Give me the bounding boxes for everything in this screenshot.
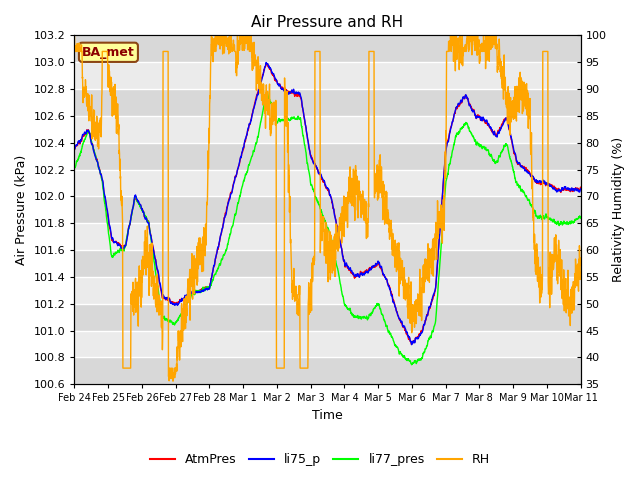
Bar	[74, 116, 580, 143]
Bar	[74, 143, 580, 169]
Bar	[74, 89, 580, 116]
Y-axis label: Air Pressure (kPa): Air Pressure (kPa)	[15, 155, 28, 265]
Bar	[74, 169, 580, 196]
Bar	[74, 277, 580, 304]
Bar	[74, 250, 580, 277]
Bar	[74, 304, 580, 331]
X-axis label: Time: Time	[312, 409, 343, 422]
Text: BA_met: BA_met	[82, 46, 135, 59]
Bar	[74, 62, 580, 89]
Title: Air Pressure and RH: Air Pressure and RH	[252, 15, 404, 30]
Bar	[74, 331, 580, 358]
Bar	[74, 358, 580, 384]
Bar	[74, 223, 580, 250]
Y-axis label: Relativity Humidity (%): Relativity Humidity (%)	[612, 137, 625, 282]
Bar	[74, 36, 580, 62]
Legend: AtmPres, li75_p, li77_pres, RH: AtmPres, li75_p, li77_pres, RH	[145, 448, 495, 471]
Bar	[74, 196, 580, 223]
